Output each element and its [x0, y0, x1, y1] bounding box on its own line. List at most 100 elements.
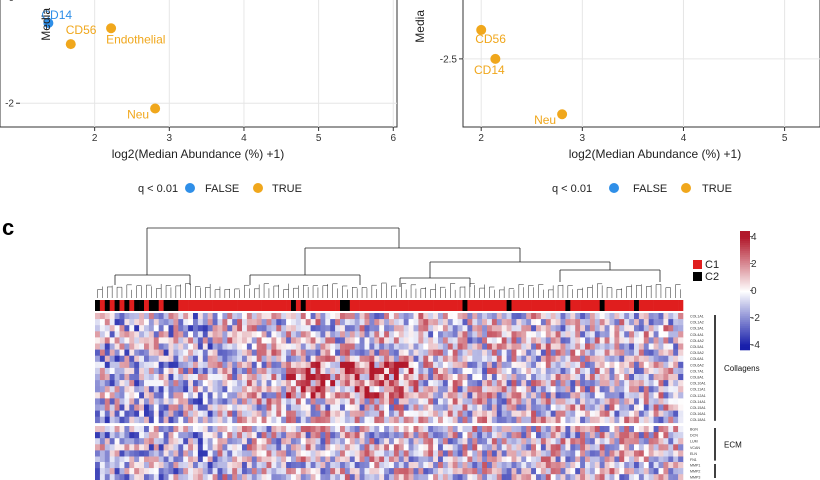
heatmap-cell: [462, 450, 468, 457]
heatmap-cell: [178, 386, 184, 393]
annotation-c1: [109, 300, 115, 311]
heatmap-cell: [433, 325, 439, 332]
heatmap-cell: [545, 355, 551, 363]
heatmap-cell: [570, 426, 576, 433]
heatmap-cell: [217, 450, 223, 457]
heatmap-cell: [325, 355, 331, 363]
heatmap-cell: [168, 319, 174, 326]
heatmap-cell: [668, 468, 674, 475]
heatmap-cell: [580, 398, 586, 405]
heatmap-cell: [330, 392, 336, 399]
heatmap-cell: [99, 367, 106, 375]
heatmap-cell: [477, 416, 483, 424]
heatmap-cell: [114, 386, 120, 393]
heatmap-cell: [246, 444, 253, 451]
heatmap-cell: [482, 313, 488, 320]
heatmap-cell: [482, 416, 488, 424]
heatmap-cell: [232, 456, 238, 463]
heatmap-cell: [516, 450, 522, 457]
heatmap-cell: [496, 386, 502, 393]
annotation-c1: [320, 300, 326, 311]
data-point-cd14: [43, 17, 54, 28]
heatmap-cell: [237, 337, 243, 344]
heatmap-cell: [668, 438, 674, 445]
heatmap-cell: [359, 398, 365, 405]
heatmap-cell: [658, 331, 664, 338]
heatmap-cell: [438, 337, 444, 344]
heatmap-cell: [276, 404, 282, 411]
heatmap-cell: [134, 438, 140, 445]
heatmap-cell: [163, 398, 169, 405]
heatmap-cell: [212, 426, 218, 433]
heatmap-cell: [467, 426, 473, 433]
heatmap-cell: [531, 426, 537, 433]
heatmap-cell: [330, 462, 336, 469]
heatmap-cell: [222, 426, 228, 433]
heatmap-cell: [614, 331, 620, 338]
heatmap-cell: [315, 313, 321, 320]
heatmap-cell: [462, 474, 468, 480]
heatmap-cell: [599, 349, 605, 356]
heatmap-cell: [369, 380, 375, 387]
heatmap-cell: [217, 343, 223, 350]
heatmap-cell: [212, 325, 218, 332]
heatmap-cell: [99, 349, 106, 356]
heatmap-cell: [227, 416, 233, 424]
gene-label: VCAN: [690, 446, 700, 450]
annotation-c1: [403, 300, 409, 311]
annotation-c1: [442, 300, 449, 311]
heatmap-cell: [482, 343, 488, 350]
heatmap-cell: [193, 367, 199, 375]
heatmap-cell: [183, 438, 189, 445]
heatmap-cell: [673, 468, 679, 475]
heatmap-cell: [673, 331, 679, 338]
heatmap-cell: [648, 456, 654, 463]
heatmap-cell: [227, 438, 233, 445]
heatmap-cell: [614, 367, 620, 375]
heatmap-cell: [139, 331, 145, 338]
heatmap-cell: [281, 438, 287, 445]
heatmap-cell: [153, 380, 159, 387]
heatmap-cell: [585, 398, 591, 405]
heatmap-cell: [624, 444, 630, 451]
colorbar-segment: [740, 276, 750, 279]
heatmap-cell: [457, 361, 463, 369]
heatmap-cell: [619, 444, 625, 451]
heatmap-cell: [281, 331, 287, 338]
heatmap-cell: [589, 404, 596, 411]
heatmap-cell: [599, 325, 605, 332]
heatmap-cell: [550, 468, 556, 475]
heatmap-cell: [496, 331, 502, 338]
heatmap-cell: [369, 392, 375, 399]
heatmap-cell: [168, 426, 174, 433]
heatmap-cell: [501, 462, 507, 469]
heatmap-cell: [109, 456, 115, 463]
heatmap-cell: [477, 468, 483, 475]
heatmap-cell: [315, 410, 321, 417]
heatmap-cell: [359, 386, 365, 393]
heatmap-cell: [359, 456, 365, 463]
heatmap-cell: [271, 325, 277, 332]
colorbar-segment: [740, 238, 750, 242]
heatmap-cell: [148, 367, 155, 375]
heatmap-cell: [403, 456, 409, 463]
heatmap-cell: [242, 438, 248, 445]
heatmap-cell: [295, 426, 302, 433]
heatmap-cell: [119, 416, 125, 424]
heatmap-cell: [438, 392, 444, 399]
heatmap-cell: [389, 343, 395, 350]
heatmap-cell: [428, 313, 434, 320]
heatmap-cell: [202, 444, 208, 451]
heatmap-cell: [344, 313, 351, 320]
heatmap-cell: [678, 456, 684, 463]
annotation-c2: [506, 300, 512, 311]
heatmap-cell: [648, 438, 654, 445]
heatmap-cell: [560, 361, 566, 369]
heatmap-cell: [550, 438, 556, 445]
heatmap-cell: [638, 432, 645, 439]
heatmap-cell: [374, 432, 380, 439]
heatmap-cell: [246, 468, 253, 475]
heatmap-cell: [487, 468, 493, 475]
annotation-c1: [668, 300, 674, 311]
heatmap-cell: [560, 404, 566, 411]
